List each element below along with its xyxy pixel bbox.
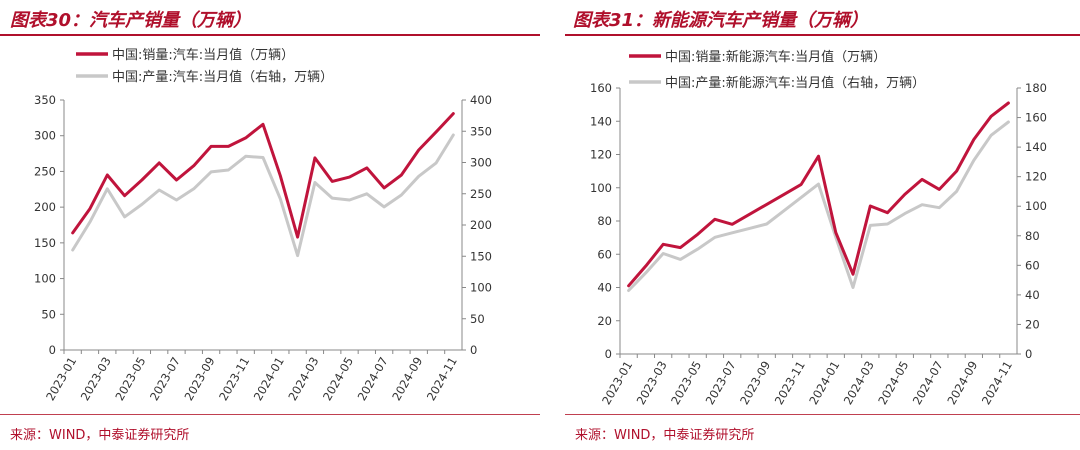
y-right-tick-label: 20 [1025, 317, 1040, 331]
source-note: 来源：WIND，中泰证券研究所 [575, 428, 755, 443]
y-right-tick-label: 0 [470, 343, 477, 357]
legend-sales-label: 中国:销量:新能源汽车:当月值（万辆） [665, 49, 886, 65]
x-tick-label: 2024-09 [389, 355, 425, 404]
legend-sales-label: 中国:销量:汽车:当月值（万辆） [112, 47, 294, 63]
x-tick-label: 2024-07 [355, 355, 391, 404]
y-right-tick-label: 300 [470, 156, 492, 170]
chart-panel-nev-sales-production: 图表31：新能源汽车产销量（万辆） 0 20 40 60 80 100 120 140 160 0… [565, 0, 1080, 450]
y-left-tick-label: 300 [34, 129, 56, 143]
y-right-tick-label: 160 [1025, 111, 1047, 125]
x-tick-label: 2024-01 [806, 359, 842, 408]
production-series-line [627, 120, 1010, 292]
x-tick-label: 2023-03 [78, 355, 114, 404]
title-divider [0, 34, 540, 36]
y-left-tick-label: 150 [34, 236, 56, 250]
production-series-line [71, 133, 455, 258]
x-tick-label: 2023-11 [216, 355, 252, 404]
y-right-tick-label: 60 [1025, 258, 1040, 272]
y-left-tick-label: 60 [597, 247, 612, 261]
x-tick-label: 2023-03 [634, 359, 670, 408]
x-tick-label: 2024-11 [424, 355, 460, 404]
x-tick-label: 2024-01 [251, 355, 287, 404]
x-tick-label: 2023-07 [703, 359, 739, 408]
figure-title: 图表31：新能源汽车产销量（万辆） [573, 10, 869, 31]
x-tick-label: 2024-07 [910, 359, 946, 408]
x-tick-label: 2024-05 [875, 359, 911, 408]
y-left-tick-label: 80 [597, 214, 612, 228]
y-left-tick-label: 140 [590, 114, 612, 128]
y-right-tick-label: 120 [1025, 170, 1047, 184]
x-tick-label: 2024-03 [285, 355, 321, 404]
auto-sales-production-chart: 0 50 100 150 200 250 300 350 0 50 100 150 200 250 300 3… [34, 47, 492, 404]
y-left-tick-label: 120 [590, 148, 612, 162]
x-tick-label: 2023-01 [599, 359, 635, 408]
x-tick-label: 2023-09 [182, 355, 218, 404]
figure-title: 图表30：汽车产销量（万辆） [10, 10, 252, 31]
y-left-tick-label: 160 [590, 81, 612, 95]
y-left-tick-label: 0 [605, 347, 612, 361]
x-tick-label: 2023-07 [147, 355, 183, 404]
y-left-tick-label: 200 [34, 200, 56, 214]
y-left-tick-label: 50 [41, 307, 56, 321]
nev-sales-production-chart: 0 20 40 60 80 100 120 140 160 0 20 40 60 80 100 120 140 1… [590, 49, 1047, 408]
x-tick-label: 2024-09 [944, 359, 980, 408]
y-left-tick-label: 40 [597, 281, 612, 295]
y-right-tick-label: 200 [470, 218, 492, 232]
y-right-tick-label: 100 [470, 281, 492, 295]
y-right-tick-label: 100 [1025, 199, 1047, 213]
y-right-tick-label: 40 [1025, 288, 1040, 302]
y-right-tick-label: 250 [470, 187, 492, 201]
y-right-tick-label: 50 [470, 312, 485, 326]
x-tick-label: 2024-05 [320, 355, 356, 404]
x-tick-label: 2023-11 [772, 359, 808, 408]
chart-panel-sales-production: 图表30：汽车产销量（万辆） 0 50 100 150 200 250 300 350 0 50 1… [0, 10, 540, 443]
x-tick-label: 2024-11 [979, 359, 1015, 408]
y-right-tick-label: 80 [1025, 229, 1040, 243]
y-left-tick-label: 350 [34, 93, 56, 107]
x-tick-label: 2023-09 [737, 359, 773, 408]
source-divider [565, 414, 1080, 415]
x-tick-label: 2023-05 [668, 359, 704, 408]
y-left-tick-label: 20 [597, 314, 612, 328]
y-right-tick-label: 140 [1025, 140, 1047, 154]
legend-production-label: 中国:产量:汽车:当月值（右轴，万辆） [112, 69, 333, 85]
title-divider [565, 34, 1080, 36]
y-left-tick-label: 250 [34, 164, 56, 178]
y-right-tick-label: 150 [470, 249, 492, 263]
y-right-tick-label: 350 [470, 124, 492, 138]
y-right-tick-label: 0 [1025, 347, 1032, 361]
y-right-tick-label: 400 [470, 93, 492, 107]
y-right-tick-label: 180 [1025, 81, 1047, 95]
y-left-tick-label: 100 [590, 181, 612, 195]
x-tick-label: 2023-01 [43, 355, 79, 404]
legend-production-label: 中国:产量:新能源汽车:当月值（右轴，万辆） [665, 75, 925, 91]
sales-series-line [71, 112, 455, 239]
sales-series-line [627, 101, 1010, 288]
x-tick-label: 2024-03 [841, 359, 877, 408]
source-divider [0, 414, 540, 415]
x-tick-label: 2023-05 [112, 355, 148, 404]
y-left-tick-label: 0 [49, 343, 56, 357]
y-left-tick-label: 100 [34, 272, 56, 286]
source-note: 来源：WIND，中泰证券研究所 [10, 428, 190, 443]
